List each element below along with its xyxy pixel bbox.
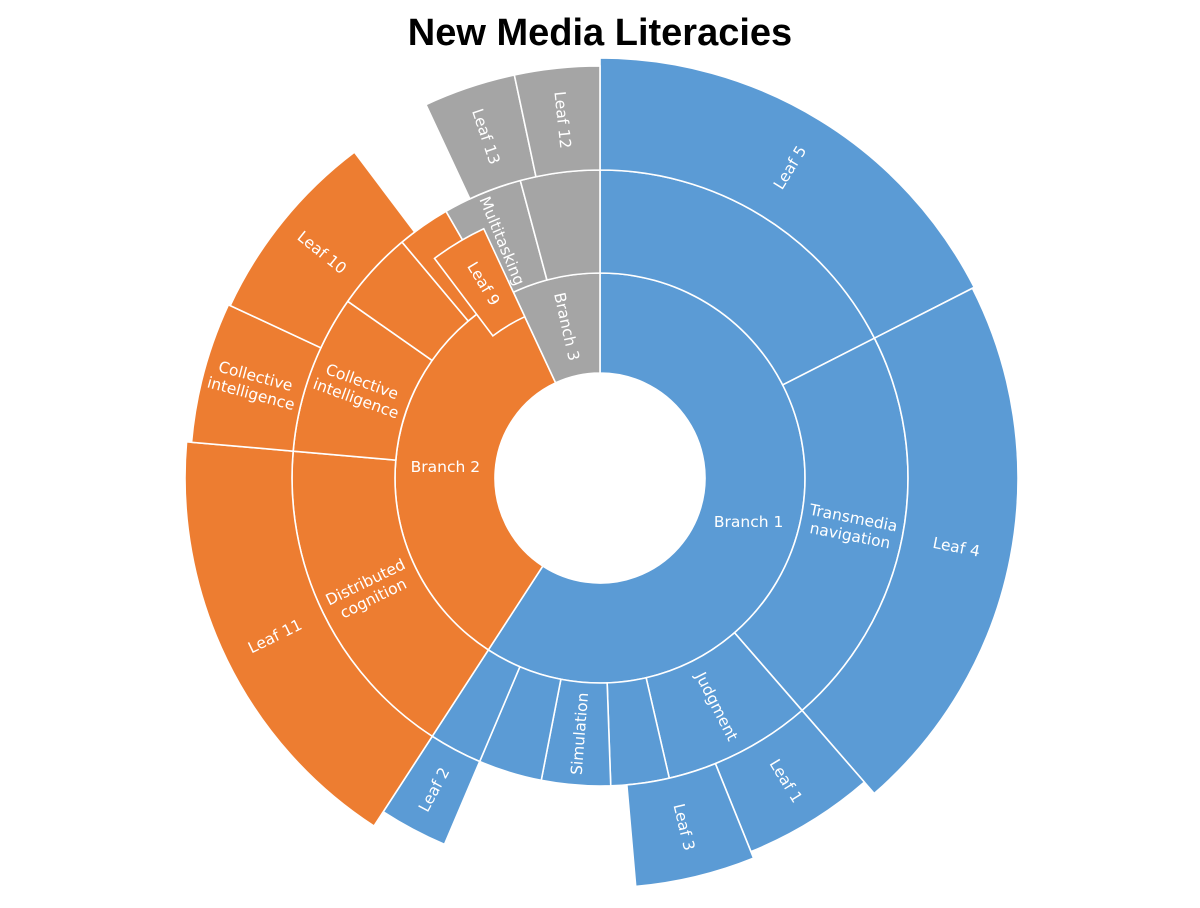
segment-level3-leaf-5[interactable] (599, 57, 976, 340)
segment-level3-leaf-9[interactable] (433, 227, 526, 337)
chart-title: New Media Literacies (407, 12, 793, 54)
segment-label-branch-1: Branch 1 (714, 513, 783, 531)
segment-level3-leaf-3[interactable] (625, 762, 755, 888)
segment-level3-leaf-10[interactable] (229, 151, 416, 349)
segment-level3-leaf-4[interactable] (800, 287, 1019, 795)
sunburst-segments (184, 57, 1019, 888)
segment-label-branch-2: Branch 2 (411, 458, 480, 476)
segment-label-leaf-12: Leaf 12 (551, 90, 575, 149)
segment-level3-leaf-12[interactable] (513, 65, 601, 178)
segment-level3-leaf-11[interactable] (184, 440, 434, 828)
